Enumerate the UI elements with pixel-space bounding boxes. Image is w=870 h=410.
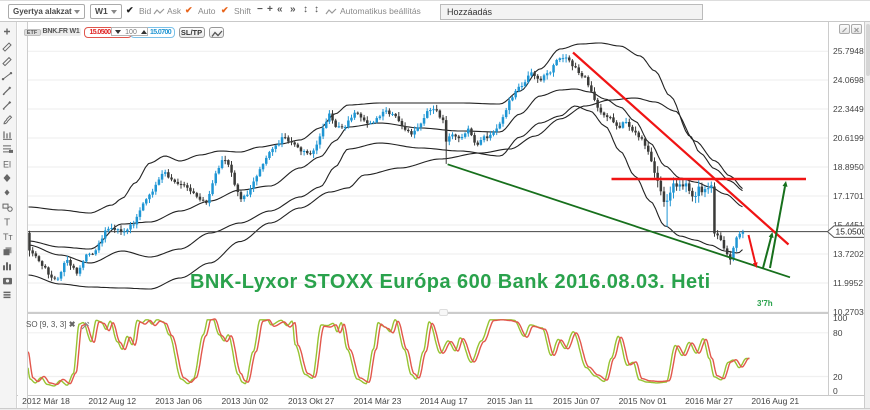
svg-text:BNK-Lyxor STOXX Európa 600 Ban: BNK-Lyxor STOXX Európa 600 Bank 2016.08.…: [190, 271, 711, 293]
svg-text:El: El: [3, 159, 11, 169]
svg-text:3'7h: 3'7h: [757, 299, 773, 308]
svg-text:T: T: [4, 218, 10, 229]
svg-text:Tᴛ: Tᴛ: [3, 232, 13, 242]
svg-text:15.0500: 15.0500: [836, 227, 867, 237]
